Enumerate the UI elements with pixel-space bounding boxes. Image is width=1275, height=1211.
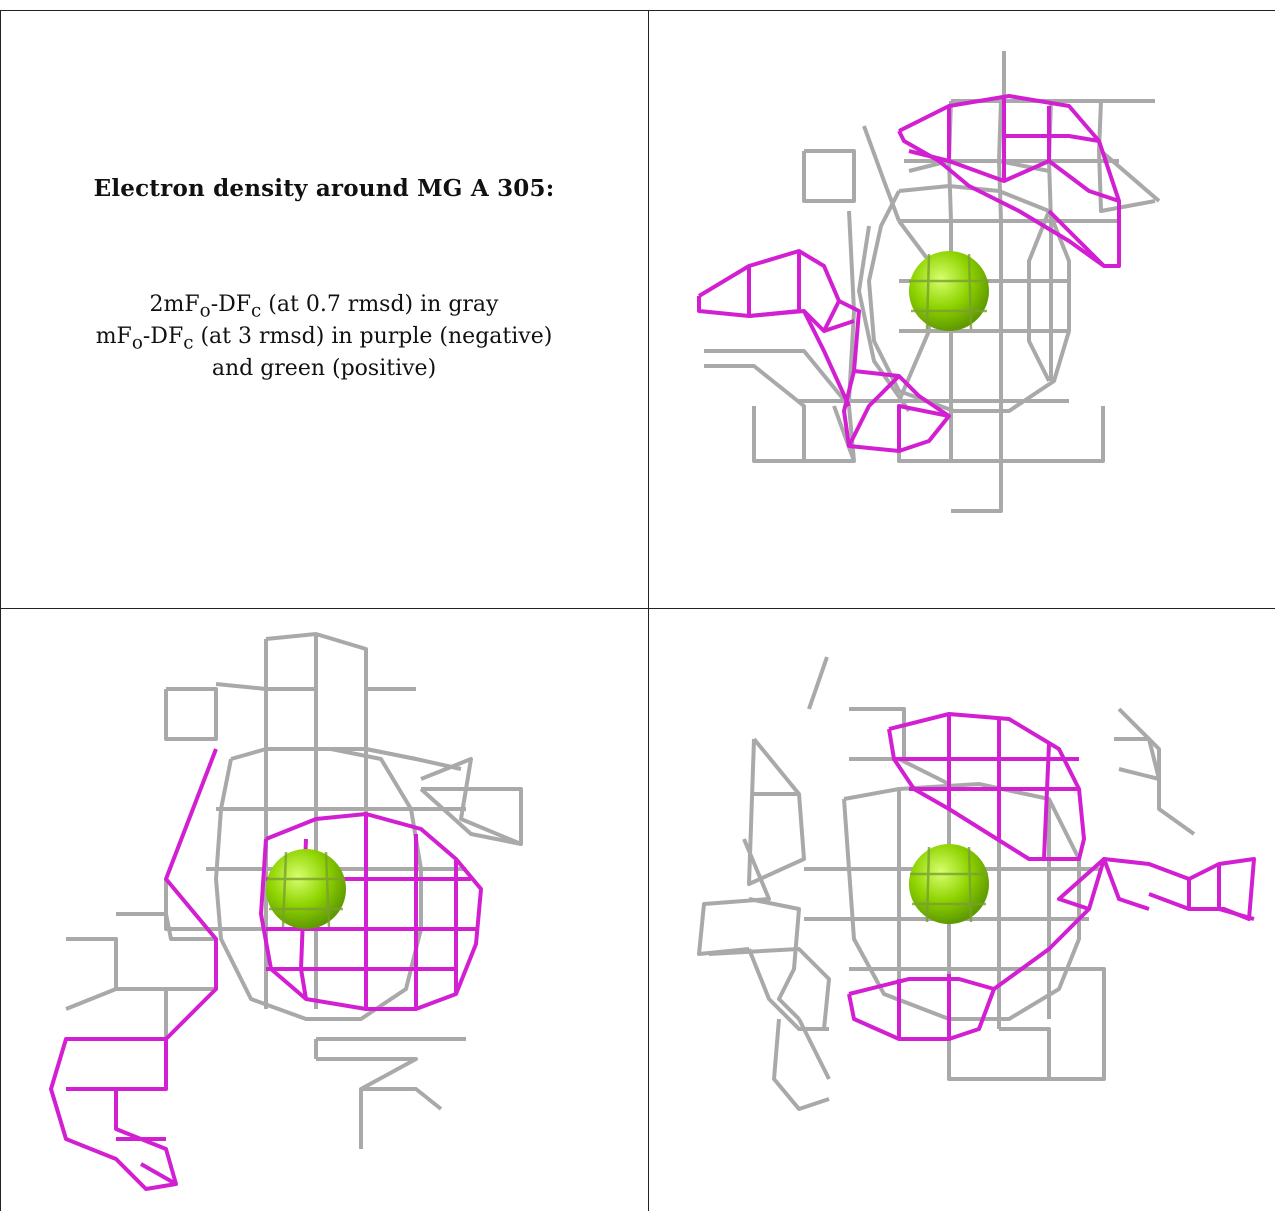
purple-mesh bbox=[847, 712, 1256, 1041]
mg-atom-sphere bbox=[909, 251, 989, 331]
caption-line-2fo-fc: 2mFo-DFc (at 0.7 rmsd) in gray bbox=[149, 292, 499, 322]
density-view-2-svg bbox=[49, 632, 523, 1191]
density-panel-view-2 bbox=[1, 609, 648, 1211]
caption-title: Electron density around MG A 305: bbox=[93, 175, 555, 202]
caption-line-positive: and green (positive) bbox=[211, 356, 437, 381]
caption-cell: Electron density around MG A 305: 2mFo-D… bbox=[0, 10, 648, 608]
density-view-1-svg bbox=[697, 51, 1161, 513]
mg-atom-sphere bbox=[909, 844, 989, 924]
border-left bbox=[0, 10, 1, 1211]
density-panel-view-3 bbox=[649, 609, 1275, 1211]
density-view-3-svg bbox=[697, 656, 1256, 1111]
caption-line-fo-fc: mFo-DFc (at 3 rmsd) in purple (negative) bbox=[95, 324, 553, 354]
border-middle-horizontal bbox=[0, 608, 1275, 609]
purple-mesh bbox=[697, 94, 1121, 453]
border-top bbox=[0, 10, 1275, 11]
density-panel-view-1 bbox=[649, 11, 1275, 608]
mg-atom-sphere bbox=[266, 849, 346, 929]
border-middle-vertical bbox=[648, 10, 649, 1211]
